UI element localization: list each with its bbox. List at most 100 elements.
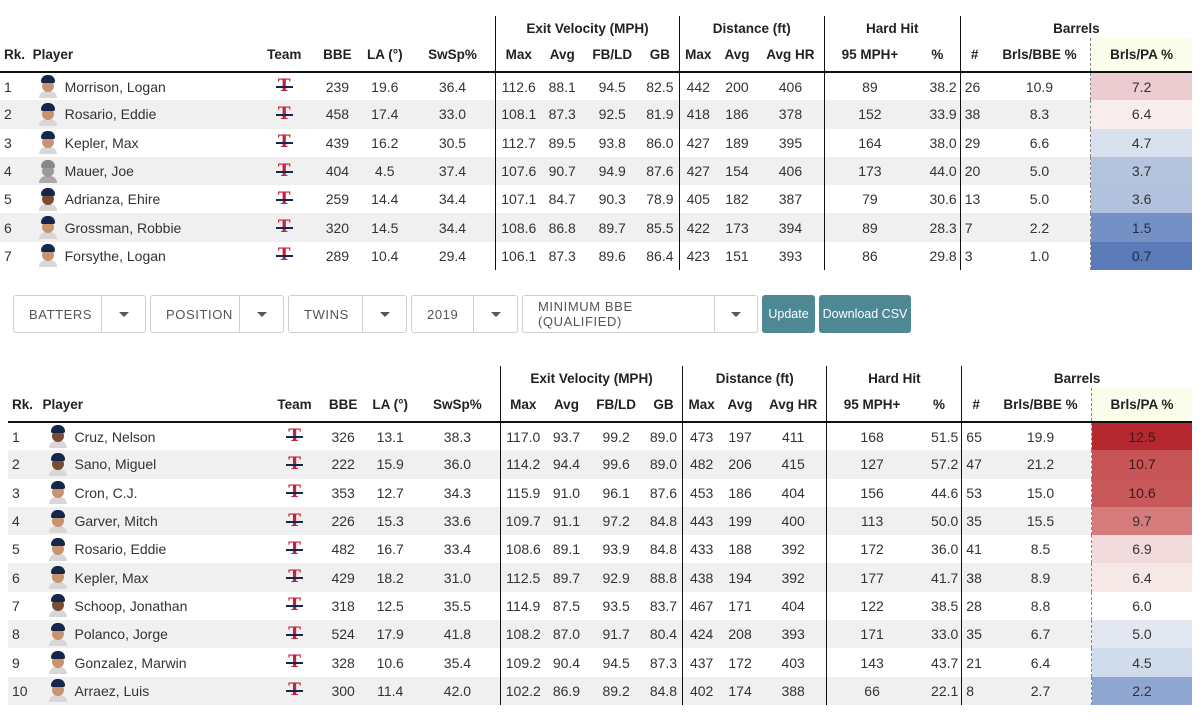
cell-brl-bbe: 6.4: [1030, 654, 1051, 671]
col-header-hh-95[interactable]: 95 MPH+: [826, 388, 917, 423]
player-name-link[interactable]: Arraez, Luis: [74, 682, 150, 699]
table-row[interactable]: 6 Kepler, Max T 429 18.2 31.0 112.5 89.7 92.9 88.…: [8, 563, 1192, 592]
player-name-link[interactable]: Rosario, Eddie: [64, 106, 157, 123]
table-row[interactable]: 5 Rosario, Eddie T 482 16.7 33.4 108.6 89.1 93.9…: [8, 535, 1192, 564]
table-row[interactable]: 9 Gonzalez, Marwin T 328 10.6 35.4 109.2 90.4 94…: [8, 648, 1192, 677]
col-header-swsp[interactable]: SwSp%: [409, 38, 496, 73]
col-header-player[interactable]: Player: [32, 38, 254, 73]
min-bbe-dropdown[interactable]: MINIMUM BBE (QUALIFIED): [522, 295, 758, 333]
chevron-down-icon[interactable]: [714, 296, 757, 332]
cell-dist-avghr: 393: [759, 620, 827, 649]
col-header-ev-max[interactable]: Max: [495, 38, 542, 73]
col-header-ev-gb[interactable]: GB: [644, 388, 683, 423]
player-name-link[interactable]: Kepler, Max: [64, 134, 139, 151]
download-csv-button[interactable]: Download CSV: [819, 295, 911, 333]
chevron-down-icon[interactable]: [239, 296, 283, 332]
table-row[interactable]: 3 Cron, C.J. T 353 12.7 34.3 115.9 91.0 96.1 87.6…: [8, 478, 1192, 507]
table-row[interactable]: 4 Mauer, Joe T 404 4.5 37.4 107.6 90.7 94.9 87.6 4…: [0, 156, 1192, 186]
col-header-dist-avg[interactable]: Avg: [716, 38, 757, 73]
player-name-link[interactable]: Gonzalez, Marwin: [74, 654, 187, 671]
col-header-ev-gb[interactable]: GB: [641, 38, 680, 73]
col-header-brl-num[interactable]: #: [959, 38, 989, 73]
chevron-down-icon[interactable]: [101, 296, 145, 332]
cell-ev-avg: 86.8: [541, 213, 584, 242]
col-header-team[interactable]: Team: [253, 38, 315, 73]
cell-dist-avg: 189: [725, 134, 749, 151]
table-row[interactable]: 2 Rosario, Eddie T 458 17.4 33.0 108.1 87.3 92.5…: [0, 100, 1192, 129]
col-header-ev-avg[interactable]: Avg: [545, 388, 588, 423]
cell-ev-fbld: 93.9: [602, 541, 630, 558]
col-header-dist-avghr[interactable]: Avg HR: [759, 388, 827, 423]
col-header-hh-pct[interactable]: %: [916, 388, 962, 423]
update-button[interactable]: Update: [762, 295, 815, 333]
table-row[interactable]: 4 Garver, Mitch T 226 15.3 33.6 109.7 91.1 97.2 8…: [8, 506, 1192, 536]
team-cell: T: [268, 592, 320, 620]
cell-hh-95: 86: [823, 241, 915, 271]
table-row[interactable]: 7 Schoop, Jonathan T 318 12.5 35.5 114.9 87.5 93…: [8, 591, 1192, 621]
col-header-dist-max[interactable]: Max: [682, 388, 721, 423]
player-name-link[interactable]: Sano, Miguel: [74, 456, 157, 473]
cell-swsp: 41.8: [414, 620, 501, 649]
col-header-rk[interactable]: Rk.: [8, 388, 43, 423]
player-name-link[interactable]: Polanco, Jorge: [74, 626, 168, 643]
col-header-ev-max[interactable]: Max: [500, 388, 546, 423]
player-name-link[interactable]: Grossman, Robbie: [64, 219, 182, 236]
player-name-link[interactable]: Rosario, Eddie: [74, 541, 167, 558]
cell-dist-avghr: 392: [781, 541, 805, 558]
col-header-bbe[interactable]: BBE: [320, 388, 366, 423]
col-header-la[interactable]: LA (°): [360, 38, 410, 73]
player-name-link[interactable]: Mauer, Joe: [64, 163, 134, 180]
cell-brl-num: 13: [959, 185, 989, 214]
chevron-down-icon[interactable]: [362, 296, 406, 332]
table-row[interactable]: 10 Arraez, Luis T 300 11.4 42.0 102.2 86.9 89.2 8…: [8, 676, 1192, 705]
player-name-link[interactable]: Kepler, Max: [74, 569, 149, 586]
col-header-la[interactable]: LA (°): [365, 388, 415, 423]
table-row[interactable]: 3 Kepler, Max T 439 16.2 30.5 112.7 89.5 93.8 86.…: [0, 128, 1192, 157]
col-header-hh-pct[interactable]: %: [914, 38, 961, 73]
table-row[interactable]: 7 Forsythe, Logan T 289 10.4 29.4 106.1 87.3 89.…: [0, 241, 1192, 271]
position-dropdown[interactable]: POSITION: [150, 295, 284, 333]
col-header-dist-avg[interactable]: Avg: [720, 388, 760, 423]
cell-rk: 7: [12, 597, 20, 614]
player-name-link[interactable]: Morrison, Logan: [64, 78, 166, 95]
player-cell: Gonzalez, Marwin: [43, 648, 269, 676]
player-name-link[interactable]: Adrianza, Ehire: [64, 191, 161, 208]
player-name-link[interactable]: Cruz, Nelson: [74, 428, 156, 445]
col-header-hh-95[interactable]: 95 MPH+: [823, 38, 915, 73]
cell-ev-fbld: 94.9: [583, 156, 642, 186]
col-header-dist-max[interactable]: Max: [678, 38, 717, 73]
col-header-swsp[interactable]: SwSp%: [414, 388, 501, 423]
col-header-brl-num[interactable]: #: [961, 388, 991, 423]
cell-hh-95: 156: [826, 478, 917, 507]
col-header-ev-avg[interactable]: Avg: [541, 38, 584, 73]
table-row[interactable]: 1 Morrison, Logan T 239 19.6 36.4 112.6 88.1 94.…: [0, 72, 1192, 101]
col-header-brl-pa[interactable]: Brls/PA %: [1090, 38, 1192, 73]
chevron-down-icon[interactable]: [473, 296, 517, 332]
col-header-dist-avghr[interactable]: Avg HR: [756, 38, 825, 73]
player-name-link[interactable]: Garver, Mitch: [74, 513, 158, 530]
col-header-ev-fbld[interactable]: FB/LD: [587, 388, 645, 423]
cell-ev-gb: 80.4: [644, 620, 683, 649]
player-name-link[interactable]: Cron, C.J.: [74, 484, 138, 501]
table-row[interactable]: 6 Grossman, Robbie T 320 14.5 34.4 108.6 86.8 89…: [0, 213, 1192, 242]
table-row[interactable]: 2 Sano, Miguel T 222 15.9 36.0 114.2 94.4 99.6 89…: [8, 450, 1192, 479]
table-row[interactable]: 8 Polanco, Jorge T 524 17.9 41.8 108.2 87.0 91.7…: [8, 620, 1192, 649]
player-name-link[interactable]: Forsythe, Logan: [64, 247, 166, 264]
cell-dist-max: 453: [682, 478, 721, 507]
col-header-brl-bbe[interactable]: Brls/BBE %: [988, 38, 1091, 73]
table-row[interactable]: 1 Cruz, Nelson T 326 13.1 38.3 117.0 93.7 99.2 89…: [8, 422, 1192, 451]
table-row[interactable]: 5 Adrianza, Ehire T 259 14.4 34.4 107.1 84.7 90.…: [0, 185, 1192, 214]
col-header-ev-fbld[interactable]: FB/LD: [583, 38, 642, 73]
cell-hh-pct: 33.0: [916, 620, 962, 649]
col-header-team[interactable]: Team: [268, 388, 321, 423]
col-header-player[interactable]: Player: [42, 388, 269, 423]
team-dropdown[interactable]: TWINS: [288, 295, 407, 333]
year-dropdown[interactable]: 2019: [411, 295, 518, 333]
col-header-brl-pa[interactable]: Brls/PA %: [1090, 388, 1192, 423]
col-header-bbe[interactable]: BBE: [314, 38, 361, 73]
col-header-rk[interactable]: Rk.: [0, 38, 33, 73]
col-header-brl-bbe[interactable]: Brls/BBE %: [990, 388, 1092, 423]
player-name-link[interactable]: Schoop, Jonathan: [74, 597, 188, 614]
player-type-dropdown[interactable]: BATTERS: [13, 295, 146, 333]
cell-dist-avghr: 404: [781, 484, 805, 501]
